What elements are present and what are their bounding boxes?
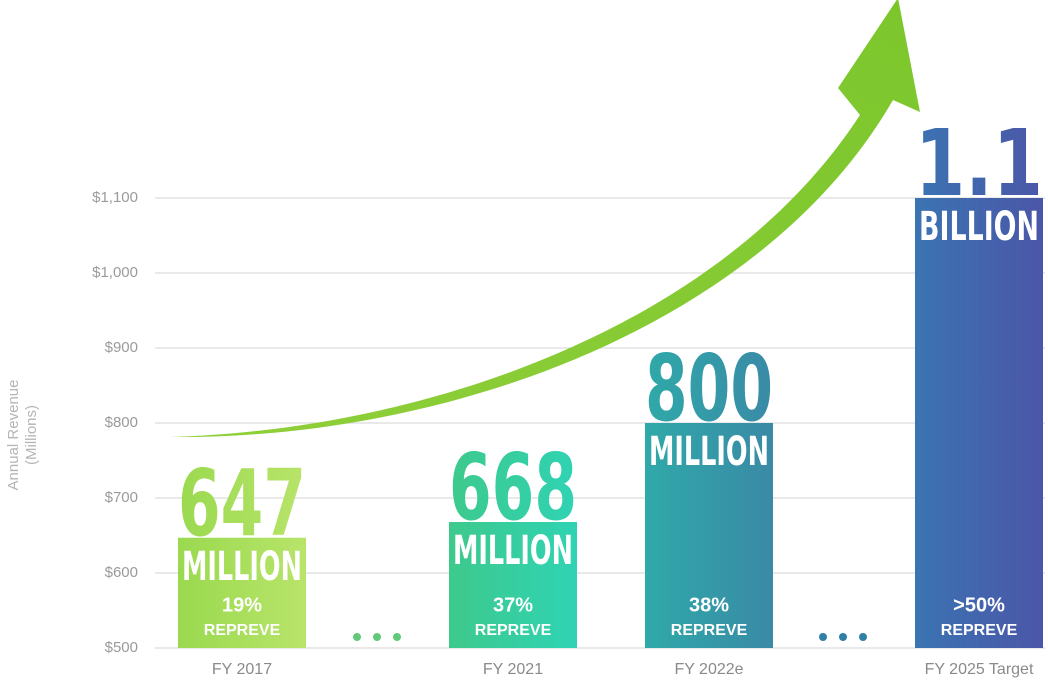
value-label: 668 xyxy=(449,434,577,541)
y-tick-label: $1,100 xyxy=(92,189,138,206)
repreve-label: REPREVE xyxy=(671,622,748,639)
repreve-label: REPREVE xyxy=(475,622,552,639)
y-tick-label: $500 xyxy=(105,639,138,656)
bar xyxy=(645,423,773,648)
y-tick-label: $800 xyxy=(105,414,138,431)
ellipsis-dots xyxy=(819,633,867,641)
repreve-share: 38% xyxy=(689,594,729,616)
value-label: 800 xyxy=(645,335,773,442)
dot xyxy=(373,633,381,641)
y-tick-label: $1,000 xyxy=(92,264,138,281)
bar xyxy=(178,537,306,648)
y-axis-label: Annual Revenue xyxy=(5,380,22,491)
bar xyxy=(915,198,1043,648)
value-unit: MILLION xyxy=(649,429,769,475)
value-unit: MILLION xyxy=(182,544,302,590)
dot xyxy=(819,633,827,641)
dot xyxy=(859,633,867,641)
y-tick-label: $700 xyxy=(105,489,138,506)
repreve-share: 19% xyxy=(222,594,262,616)
repreve-share: >50% xyxy=(953,594,1005,616)
dot xyxy=(393,633,401,641)
repreve-label: REPREVE xyxy=(941,622,1018,639)
bar xyxy=(449,522,577,648)
dot xyxy=(839,633,847,641)
growth-arrow xyxy=(170,0,920,438)
y-tick-label: $600 xyxy=(105,564,138,581)
x-tick-label: FY 2025 Target xyxy=(925,661,1034,678)
y-axis-unit: (Millions) xyxy=(23,405,40,465)
x-tick-label: FY 2021 xyxy=(483,661,543,678)
value-label: 647 xyxy=(178,450,306,557)
repreve-label: REPREVE xyxy=(204,622,281,639)
repreve-share: 37% xyxy=(493,594,533,616)
value-label: 1.1 xyxy=(915,110,1043,217)
value-unit: MILLION xyxy=(453,528,573,574)
y-tick-label: $900 xyxy=(105,339,138,356)
dot xyxy=(353,633,361,641)
x-tick-label: FY 2022e xyxy=(674,661,743,678)
ellipsis-dots xyxy=(353,633,401,641)
x-tick-label: FY 2017 xyxy=(212,661,272,678)
value-unit: BILLION xyxy=(919,204,1039,250)
y-axis-title: Annual Revenue (Millions) xyxy=(5,380,40,491)
